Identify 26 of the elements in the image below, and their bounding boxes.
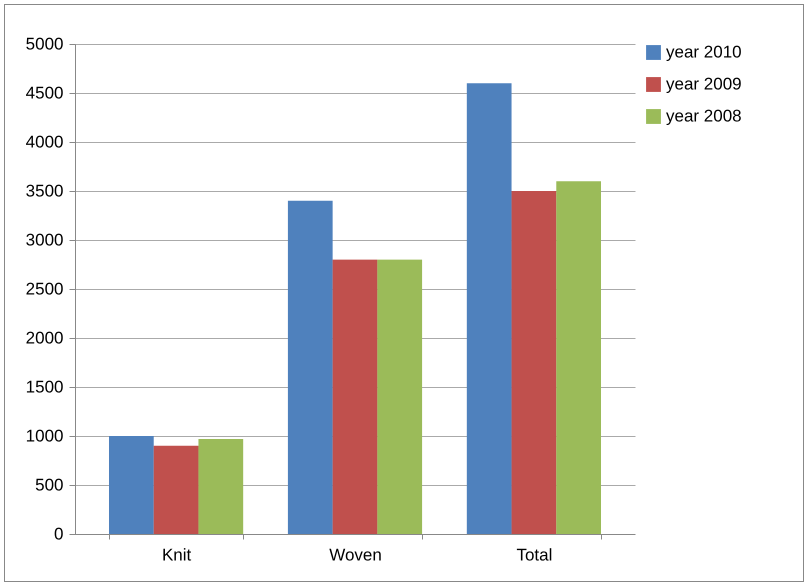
bar [556,181,602,534]
y-tick-label: 1000 [26,426,64,446]
y-tick-label: 3000 [26,230,64,250]
y-tick-label: 2000 [26,328,64,348]
bar [332,260,378,534]
bar [512,191,556,534]
y-tick-label: 500 [35,476,64,494]
y-tick-label: 3500 [26,182,64,200]
x-tick-label: Knit [162,546,192,564]
legend-label: year 2009 [666,74,742,94]
y-tick-label: 0 [54,524,64,544]
y-tick-label: 5000 [26,34,64,54]
y-tick-label: 1500 [26,378,64,396]
x-tick-label: Total [516,546,552,564]
x-tick-label: Woven [329,546,382,564]
y-tick-label: 2500 [26,280,64,298]
legend-label: year 2008 [666,106,742,126]
bar [377,260,422,534]
legend-label: year 2010 [666,42,742,62]
y-tick-label: 4500 [26,84,64,102]
y-tick-label: 4000 [26,132,64,152]
bar [198,438,244,534]
bar [154,446,198,534]
bar [108,436,154,534]
bar [466,83,512,534]
bar [288,200,333,534]
